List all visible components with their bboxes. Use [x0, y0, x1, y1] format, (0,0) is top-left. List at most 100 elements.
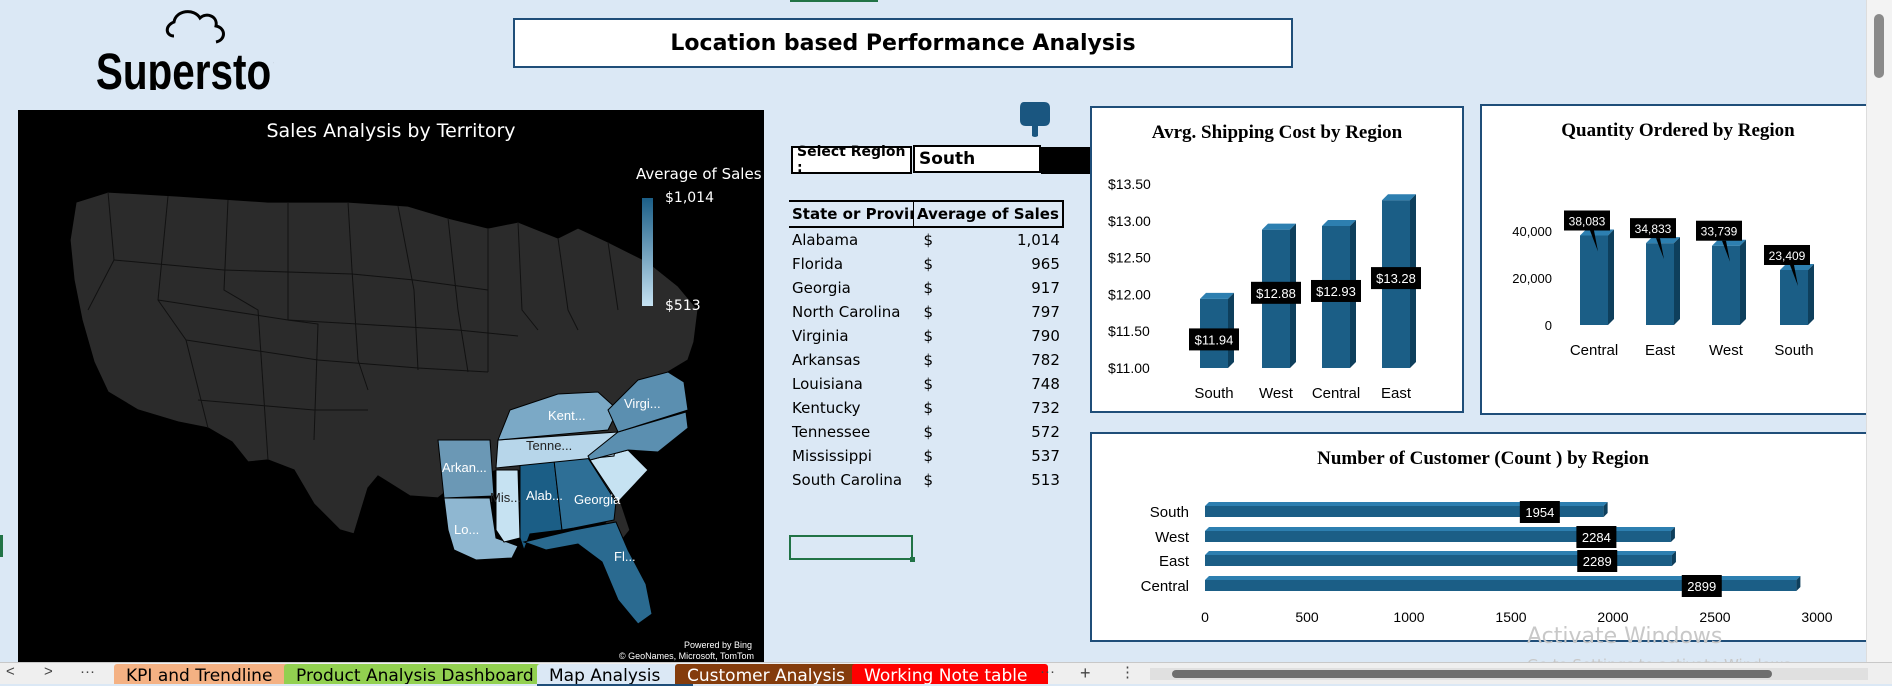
customer-bar	[1205, 576, 1801, 591]
tab-product-analysis-dashboard[interactable]: Product Analysis Dashboard	[284, 664, 562, 684]
map-state-labels: Virgi... Kent... Tenne... Arkan... Mis..…	[442, 396, 661, 564]
legend-color-scale	[642, 198, 653, 306]
map-label-kentucky: Kent...	[548, 408, 586, 423]
currency-cell: $	[923, 231, 934, 249]
customer-y-tick: East	[1159, 553, 1190, 570]
customer-data-label: 2289	[1577, 550, 1618, 572]
tab-working-note-table[interactable]: Working Note table	[852, 664, 1048, 684]
quantity-bar	[1646, 237, 1680, 325]
shipping-chart-title: Avrg. Shipping Cost by Region	[1151, 122, 1403, 143]
fill-handle[interactable]	[910, 557, 915, 562]
shipping-y-tick: $11.00	[1108, 360, 1150, 376]
more-sheets-left-button[interactable]: ···	[80, 663, 95, 680]
table-row: Kentucky $732	[789, 396, 1063, 420]
table-header-row: State or Province Average of Sales	[789, 200, 1064, 228]
shipping-data-label-text: $11.94	[1195, 332, 1234, 347]
map-label-virginia: Virgi...	[624, 396, 661, 411]
next-sheet-button[interactable]: >	[44, 663, 53, 680]
region-select-dropdown[interactable]	[1041, 147, 1090, 174]
table-row: Georgia $917	[789, 276, 1063, 300]
table-row: Tennessee $572	[789, 420, 1063, 444]
quantity-x-tick: West	[1709, 342, 1744, 359]
quantity-bar	[1712, 239, 1746, 325]
customer-x-tick: 0	[1201, 609, 1209, 625]
vertical-scrollbar[interactable]	[1866, 0, 1892, 662]
shipping-y-tick: $13.50	[1108, 176, 1151, 192]
state-sales-table: State or Province Average of Sales Alaba…	[789, 200, 1064, 492]
select-region-label: Select Region :	[791, 144, 912, 176]
average-sales-cell: 790	[1031, 327, 1060, 345]
average-sales-cell: 513	[1031, 471, 1060, 489]
customer-x-tick: 500	[1295, 609, 1319, 625]
table-row: North Carolina $797	[789, 300, 1063, 324]
currency-cell: $	[923, 279, 934, 297]
map-label-arkansas: Arkan...	[442, 460, 487, 475]
horizontal-scroll-thumb[interactable]	[1172, 670, 1772, 678]
customer-x-tick: 3000	[1801, 609, 1832, 625]
map-label-georgia: Georgia	[574, 492, 621, 507]
shipping-data-label-text: $12.93	[1316, 284, 1356, 299]
state-name-cell: North Carolina	[792, 303, 901, 321]
state-name-cell: Alabama	[792, 231, 859, 249]
column-highlight	[790, 0, 878, 2]
legend-max-value: $1,014	[665, 190, 714, 206]
quantity-data-label-text: 23,409	[1769, 249, 1806, 263]
row-highlight	[0, 535, 3, 557]
average-sales-cell: 748	[1031, 375, 1060, 393]
state-tennessee	[495, 431, 619, 469]
sales-territory-map[interactable]: Virgi... Kent... Tenne... Arkan... Mis..…	[18, 110, 764, 662]
shipping-y-tick: $11.50	[1108, 323, 1150, 339]
customer-bar	[1205, 551, 1676, 566]
map-label-mississippi: Mis...	[490, 490, 521, 505]
page-title: Location based Performance Analysis	[670, 30, 1136, 56]
shipping-y-tick: $13.00	[1108, 213, 1151, 229]
sheet-options-menu-icon[interactable]: ⋮	[1120, 664, 1135, 681]
shipping-cost-chart[interactable]: Avrg. Shipping Cost by Region $13.50 $13.…	[1090, 106, 1464, 413]
customer-count-chart[interactable]: Number of Customer (Count ) by Region So…	[1090, 432, 1874, 642]
average-sales-cell: 917	[1031, 279, 1060, 297]
quantity-ordered-chart[interactable]: Quantity Ordered by Region 40,000 20,000 0…	[1480, 104, 1874, 415]
average-sales-cell: 732	[1031, 399, 1060, 417]
customer-bar	[1205, 502, 1608, 517]
previous-sheet-button[interactable]: <	[6, 663, 15, 680]
shipping-x-tick: West	[1259, 385, 1294, 402]
state-north-carolina	[587, 411, 689, 461]
shipping-x-tick: East	[1381, 385, 1412, 402]
table-row: Arkansas $782	[789, 348, 1063, 372]
customer-chart-title: Number of Customer (Count ) by Region	[1317, 448, 1649, 469]
horizontal-scrollbar[interactable]	[1150, 668, 1868, 680]
shipping-data-label: $12.88	[1251, 281, 1301, 304]
quantity-data-label-text: 33,739	[1701, 225, 1738, 239]
quantity-data-label-text: 34,833	[1635, 222, 1672, 236]
tab-map-analysis[interactable]: Map Analysis	[537, 664, 693, 686]
average-sales-cell: 782	[1031, 351, 1060, 369]
quantity-bar	[1580, 229, 1614, 325]
currency-cell: $	[923, 447, 934, 465]
map-label-tennessee: Tenne...	[526, 438, 572, 453]
currency-cell: $	[923, 423, 934, 441]
currency-cell: $	[923, 327, 934, 345]
customer-data-label: 2899	[1681, 575, 1722, 597]
selected-cell[interactable]	[789, 535, 913, 560]
average-sales-cell: 572	[1031, 423, 1060, 441]
vertical-scroll-thumb[interactable]	[1874, 14, 1884, 78]
map-label-louisiana: Lo...	[454, 522, 479, 537]
more-sheets-right-button[interactable]: ···	[1040, 663, 1055, 680]
shipping-y-tick: $12.00	[1108, 286, 1151, 302]
tab-kpi-and-trendline[interactable]: KPI and Trendline	[114, 664, 288, 684]
column-header-state: State or Province	[789, 200, 914, 228]
quantity-data-label: 38,083	[1564, 210, 1610, 252]
table-row: Louisiana $748	[789, 372, 1063, 396]
quantity-x-tick: Central	[1570, 342, 1618, 359]
average-sales-cell: 797	[1031, 303, 1060, 321]
tab-customer-analysis[interactable]: Customer Analysis	[675, 664, 863, 684]
shipping-x-tick: South	[1194, 385, 1233, 402]
quantity-x-tick: South	[1774, 342, 1813, 359]
map-title: Sales Analysis by Territory	[266, 120, 516, 142]
quantity-y-tick: 0	[1545, 318, 1552, 333]
average-sales-cell: 965	[1031, 255, 1060, 273]
legend-title: Average of Sales	[636, 165, 762, 183]
region-select-input[interactable]: South	[913, 145, 1041, 173]
add-sheet-button[interactable]: +	[1080, 663, 1091, 683]
customer-y-tick: South	[1150, 504, 1189, 521]
